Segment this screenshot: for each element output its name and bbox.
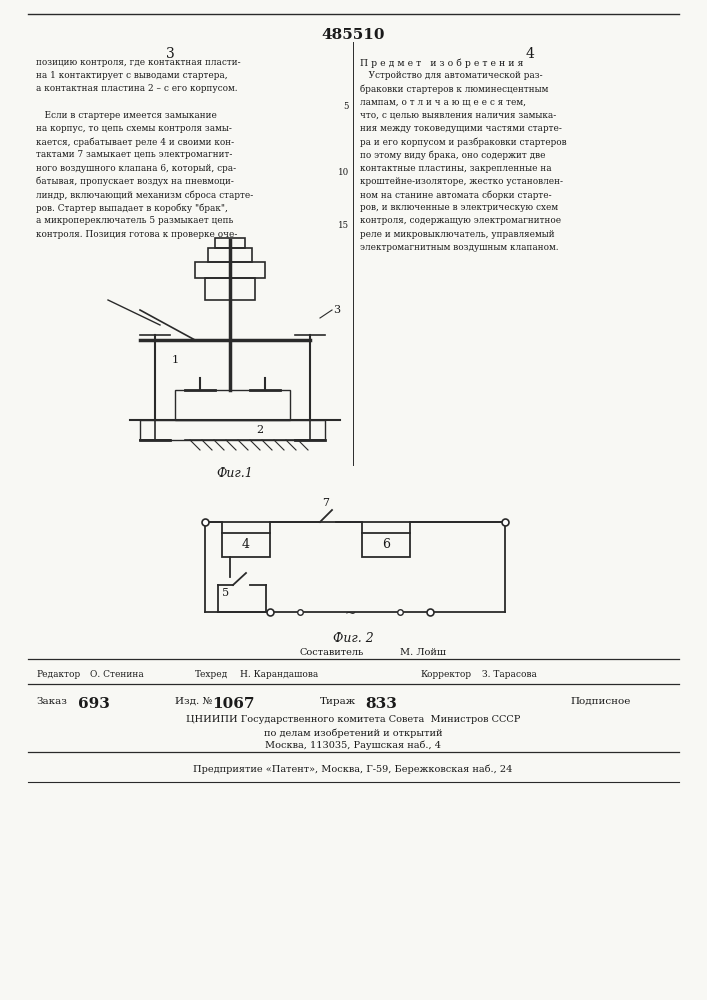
Text: Предприятие «Патент», Москва, Г-59, Бережковская наб., 24: Предприятие «Патент», Москва, Г-59, Бере… <box>193 764 513 774</box>
Text: по делам изобретений и открытий: по делам изобретений и открытий <box>264 728 443 738</box>
Text: что, с целью выявления наличия замыка-: что, с целью выявления наличия замыка- <box>360 111 556 120</box>
Text: Если в стартере имеется замыкание: Если в стартере имеется замыкание <box>36 111 217 120</box>
Text: ра и его корпусом и разбраковки стартеров: ра и его корпусом и разбраковки стартеро… <box>360 137 566 147</box>
Text: З. Тарасова: З. Тарасова <box>482 670 537 679</box>
Text: 1: 1 <box>171 355 179 365</box>
Text: ном на станине автомата сборки старте-: ном на станине автомата сборки старте- <box>360 190 551 200</box>
Text: Редактор: Редактор <box>36 670 81 679</box>
Text: Изд. №: Изд. № <box>175 697 212 706</box>
Text: 3: 3 <box>333 305 340 315</box>
Text: контроля. Позиция готова к проверке оче-: контроля. Позиция готова к проверке оче- <box>36 230 238 239</box>
Text: Н. Карандашова: Н. Карандашова <box>240 670 318 679</box>
Text: ЦНИИПИ Государственного комитета Совета  Министров СССР: ЦНИИПИ Государственного комитета Совета … <box>186 715 520 724</box>
Text: на 1 контактирует с выводами стартера,: на 1 контактирует с выводами стартера, <box>36 71 228 80</box>
Text: М. Лойш: М. Лойш <box>400 648 446 657</box>
Text: тактами 7 замыкает цепь электромагнит-: тактами 7 замыкает цепь электромагнит- <box>36 150 233 159</box>
Bar <box>140 420 325 440</box>
Text: контроля, содержащую электромагнитное: контроля, содержащую электромагнитное <box>360 216 561 225</box>
Text: Заказ: Заказ <box>36 697 67 706</box>
Bar <box>215 238 245 248</box>
Text: линдр, включающий механизм сброса старте-: линдр, включающий механизм сброса старте… <box>36 190 253 200</box>
Text: 485510: 485510 <box>321 28 385 42</box>
Text: позицию контроля, где контактная пласти-: позицию контроля, где контактная пласти- <box>36 58 240 67</box>
Text: лампам, о т л и ч а ю щ е е с я тем,: лампам, о т л и ч а ю щ е е с я тем, <box>360 98 526 107</box>
Text: 693: 693 <box>78 697 110 711</box>
Text: ров, и включенные в электрическую схем: ров, и включенные в электрическую схем <box>360 203 558 212</box>
Text: ния между токоведущими частями старте-: ния между токоведущими частями старте- <box>360 124 562 133</box>
Text: Составитель: Составитель <box>300 648 364 657</box>
Text: Тираж: Тираж <box>320 697 356 706</box>
Text: электромагнитным воздушным клапаном.: электромагнитным воздушным клапаном. <box>360 243 559 252</box>
Text: П р е д м е т   и з о б р е т е н и я: П р е д м е т и з о б р е т е н и я <box>360 58 523 68</box>
Text: на корпус, то цепь схемы контроля замы-: на корпус, то цепь схемы контроля замы- <box>36 124 232 133</box>
Text: Корректор: Корректор <box>420 670 471 679</box>
Text: по этому виду брака, оно содержит две: по этому виду брака, оно содержит две <box>360 150 546 160</box>
Text: 15: 15 <box>338 221 349 230</box>
Text: ~: ~ <box>345 607 361 621</box>
Text: батывая, пропускает воздух на пневмоци-: батывая, пропускает воздух на пневмоци- <box>36 177 234 186</box>
Text: Фиг. 2: Фиг. 2 <box>332 632 373 645</box>
Text: а микропереключатель 5 размыкает цепь: а микропереключатель 5 размыкает цепь <box>36 216 233 225</box>
Text: 1067: 1067 <box>212 697 255 711</box>
Text: 6: 6 <box>382 538 390 552</box>
Bar <box>175 390 290 420</box>
Bar <box>195 262 265 278</box>
Bar <box>208 248 252 262</box>
Text: Подписное: Подписное <box>570 697 631 706</box>
Text: 4: 4 <box>525 47 534 61</box>
Text: 7: 7 <box>322 498 329 508</box>
Text: Фиг.1: Фиг.1 <box>216 467 253 480</box>
Bar <box>222 533 270 557</box>
Text: кается, срабатывает реле 4 и своими кон-: кается, срабатывает реле 4 и своими кон- <box>36 137 234 147</box>
Text: реле и микровыключатель, управляемый: реле и микровыключатель, управляемый <box>360 230 554 239</box>
Text: Техред: Техред <box>195 670 228 679</box>
Text: 5: 5 <box>344 102 349 111</box>
Text: кроштейне-изоляторе, жестко установлен-: кроштейне-изоляторе, жестко установлен- <box>360 177 563 186</box>
Text: 10: 10 <box>338 168 349 177</box>
Text: 5: 5 <box>223 588 230 598</box>
Text: Устройство для автоматической раз-: Устройство для автоматической раз- <box>360 71 543 80</box>
Bar <box>205 278 255 300</box>
Text: О. Стенина: О. Стенина <box>90 670 144 679</box>
Text: ного воздушного клапана 6, который, сра-: ного воздушного клапана 6, который, сра- <box>36 164 236 173</box>
Text: 833: 833 <box>365 697 397 711</box>
Text: Москва, 113035, Раушская наб., 4: Москва, 113035, Раушская наб., 4 <box>265 741 441 750</box>
Text: 3: 3 <box>165 47 175 61</box>
Text: а контактная пластина 2 – с его корпусом.: а контактная пластина 2 – с его корпусом… <box>36 84 238 93</box>
Bar <box>362 533 410 557</box>
Text: ров. Стартер выпадает в коробку "брак",: ров. Стартер выпадает в коробку "брак", <box>36 203 228 213</box>
Text: 2: 2 <box>257 425 264 435</box>
Text: 4: 4 <box>242 538 250 552</box>
Text: браковки стартеров к люминесцентным: браковки стартеров к люминесцентным <box>360 84 549 94</box>
Text: контактные пластины, закрепленные на: контактные пластины, закрепленные на <box>360 164 551 173</box>
